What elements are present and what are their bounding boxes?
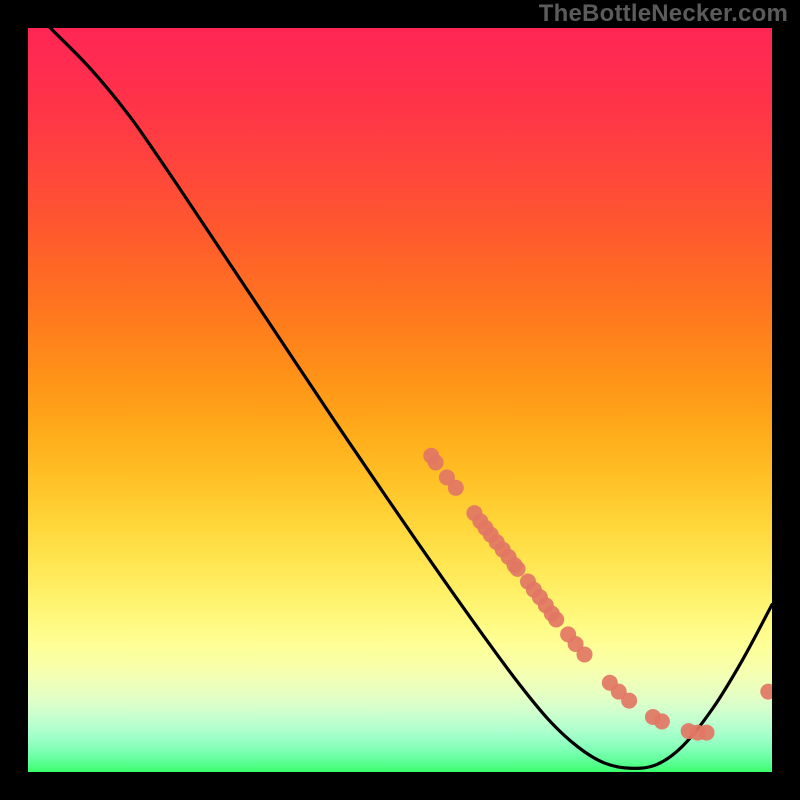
- scatter-point: [448, 480, 464, 496]
- chart-svg: [0, 0, 800, 800]
- scatter-point: [621, 693, 637, 709]
- scatter-point: [577, 646, 593, 662]
- scatter-point: [548, 611, 564, 627]
- scatter-point: [428, 455, 444, 471]
- scatter-point: [760, 684, 776, 700]
- watermark-text: TheBottleNecker.com: [539, 0, 788, 28]
- plot-background-gradient: [28, 28, 772, 772]
- scatter-point: [699, 725, 715, 741]
- figure-root: { "watermark": { "text": "TheBottleNecke…: [0, 0, 800, 800]
- scatter-point: [510, 561, 526, 577]
- scatter-point: [654, 713, 670, 729]
